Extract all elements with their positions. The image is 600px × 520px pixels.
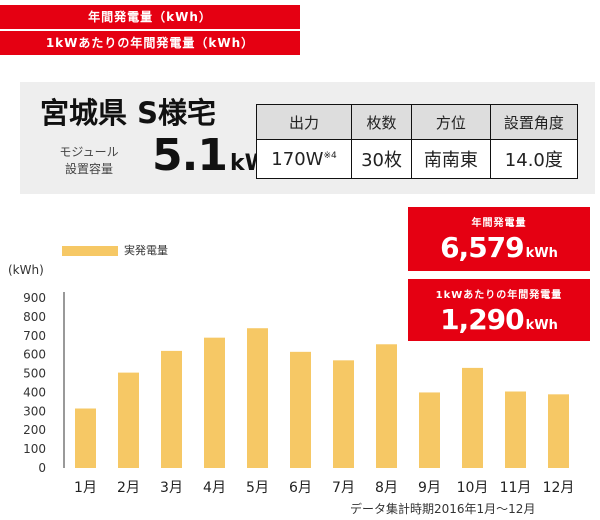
spec-table: 出力 枚数 方位 設置角度 170W※4 30枚 南南東 14.0度 — [255, 104, 579, 179]
x-tick-label: 7月 — [332, 480, 355, 496]
chart-legend: 実発電量 — [62, 242, 168, 258]
spec-direction: 南南東 — [411, 139, 491, 179]
y-tick-label: 100 — [23, 442, 46, 456]
y-tick-label: 0 — [38, 461, 46, 475]
spec-header-output: 出力 — [255, 104, 353, 140]
spec-output-value: 170W — [271, 148, 324, 170]
x-tick-label: 2月 — [117, 480, 140, 496]
module-capacity: 5.1 kW — [152, 130, 269, 181]
spec-header-direction: 方位 — [411, 104, 491, 140]
spec-output-note: ※4 — [323, 150, 337, 161]
y-tick-label: 600 — [23, 348, 46, 362]
x-tick-label: 8月 — [375, 480, 398, 496]
module-capacity-label: モジュール 設置容量 — [48, 144, 130, 178]
annual-generation-tag: 年間発電量（kWh） — [0, 5, 300, 29]
y-tick-label: 300 — [23, 404, 46, 418]
legend-label: 実発電量 — [124, 244, 168, 257]
bar-11 — [505, 391, 526, 468]
spec-count: 30枚 — [351, 139, 412, 179]
bar-1 — [75, 408, 96, 468]
y-tick-label: 400 — [23, 385, 46, 399]
y-tick-label: 200 — [23, 423, 46, 437]
site-info-panel: 宮城県 S様宅 モジュール 設置容量 5.1 kW 出力 枚数 方位 設置角度 1… — [20, 82, 595, 194]
spec-header-count: 枚数 — [351, 104, 412, 140]
y-tick-label: 500 — [23, 367, 46, 381]
annual-value-unit: kWh — [525, 246, 558, 261]
capacity-value: 5.1 — [152, 130, 228, 181]
x-tick-label: 11月 — [500, 480, 532, 496]
annual-generation-label: 年間発電量 — [471, 218, 527, 229]
monthly-generation-chart: 0 100 200 300 400 500 600 700 800 900 1月 2月 3月 4月 5月 6月… — [23, 291, 575, 496]
bar-2 — [118, 372, 139, 468]
data-period-note: データ集計時期2016年1月～12月 — [350, 502, 536, 516]
x-tick-label: 5月 — [246, 480, 269, 496]
bar-6 — [290, 351, 311, 468]
annual-value-number: 6,579 — [440, 231, 525, 264]
perkw-value-unit: kWh — [525, 318, 558, 333]
annual-generation-value: 6,579 kWh — [408, 231, 590, 264]
bar-4 — [204, 337, 225, 468]
x-tick-label: 6月 — [289, 480, 312, 496]
per-kw-generation-label: 1kWあたりの年間発電量 — [435, 290, 563, 301]
x-tick-label: 1月 — [74, 480, 97, 496]
bar-10 — [462, 367, 483, 468]
bar-12 — [548, 394, 569, 468]
y-axis-unit-label: (kWh) — [8, 263, 44, 277]
per-kw-generation-box: 1kWあたりの年間発電量 1,290 kWh — [408, 279, 590, 341]
annual-generation-box: 年間発電量 6,579 kWh — [408, 207, 590, 271]
x-tick-label: 12月 — [543, 480, 575, 496]
x-tick-label: 9月 — [418, 480, 441, 496]
per-kw-generation-value: 1,290 kWh — [408, 303, 590, 336]
bar-9 — [419, 392, 440, 468]
spec-header-row: 出力 枚数 方位 設置角度 — [255, 104, 579, 140]
bar-3 — [161, 350, 182, 468]
x-tick-label: 10月 — [457, 480, 489, 496]
spec-angle: 14.0度 — [489, 139, 579, 179]
bar-5 — [247, 328, 268, 468]
bar-7 — [333, 360, 354, 468]
spec-output: 170W※4 — [255, 139, 353, 179]
spec-value-row: 170W※4 30枚 南南東 14.0度 — [255, 139, 579, 179]
spec-header-angle: 設置角度 — [489, 104, 579, 140]
legend-swatch — [62, 246, 118, 256]
perkw-value-number: 1,290 — [440, 303, 525, 336]
module-label-line2: 設置容量 — [64, 162, 113, 176]
site-name: 宮城県 S様宅 — [40, 96, 216, 130]
per-kw-generation-tag: 1kWあたりの年間発電量（kWh） — [0, 31, 300, 55]
y-tick-label: 800 — [23, 310, 46, 324]
x-tick-label: 3月 — [160, 480, 183, 496]
module-label-line1: モジュール — [59, 145, 119, 159]
y-tick-label: 900 — [23, 291, 46, 305]
y-tick-label: 700 — [23, 329, 46, 343]
bar-8 — [376, 344, 397, 468]
x-tick-label: 4月 — [203, 480, 226, 496]
